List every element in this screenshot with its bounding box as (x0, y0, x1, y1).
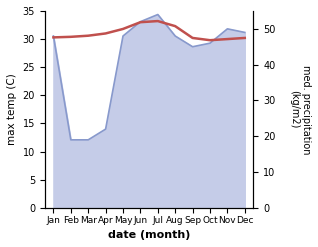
Y-axis label: max temp (C): max temp (C) (7, 74, 17, 145)
Y-axis label: med. precipitation
(kg/m2): med. precipitation (kg/m2) (289, 65, 311, 154)
X-axis label: date (month): date (month) (108, 230, 190, 240)
